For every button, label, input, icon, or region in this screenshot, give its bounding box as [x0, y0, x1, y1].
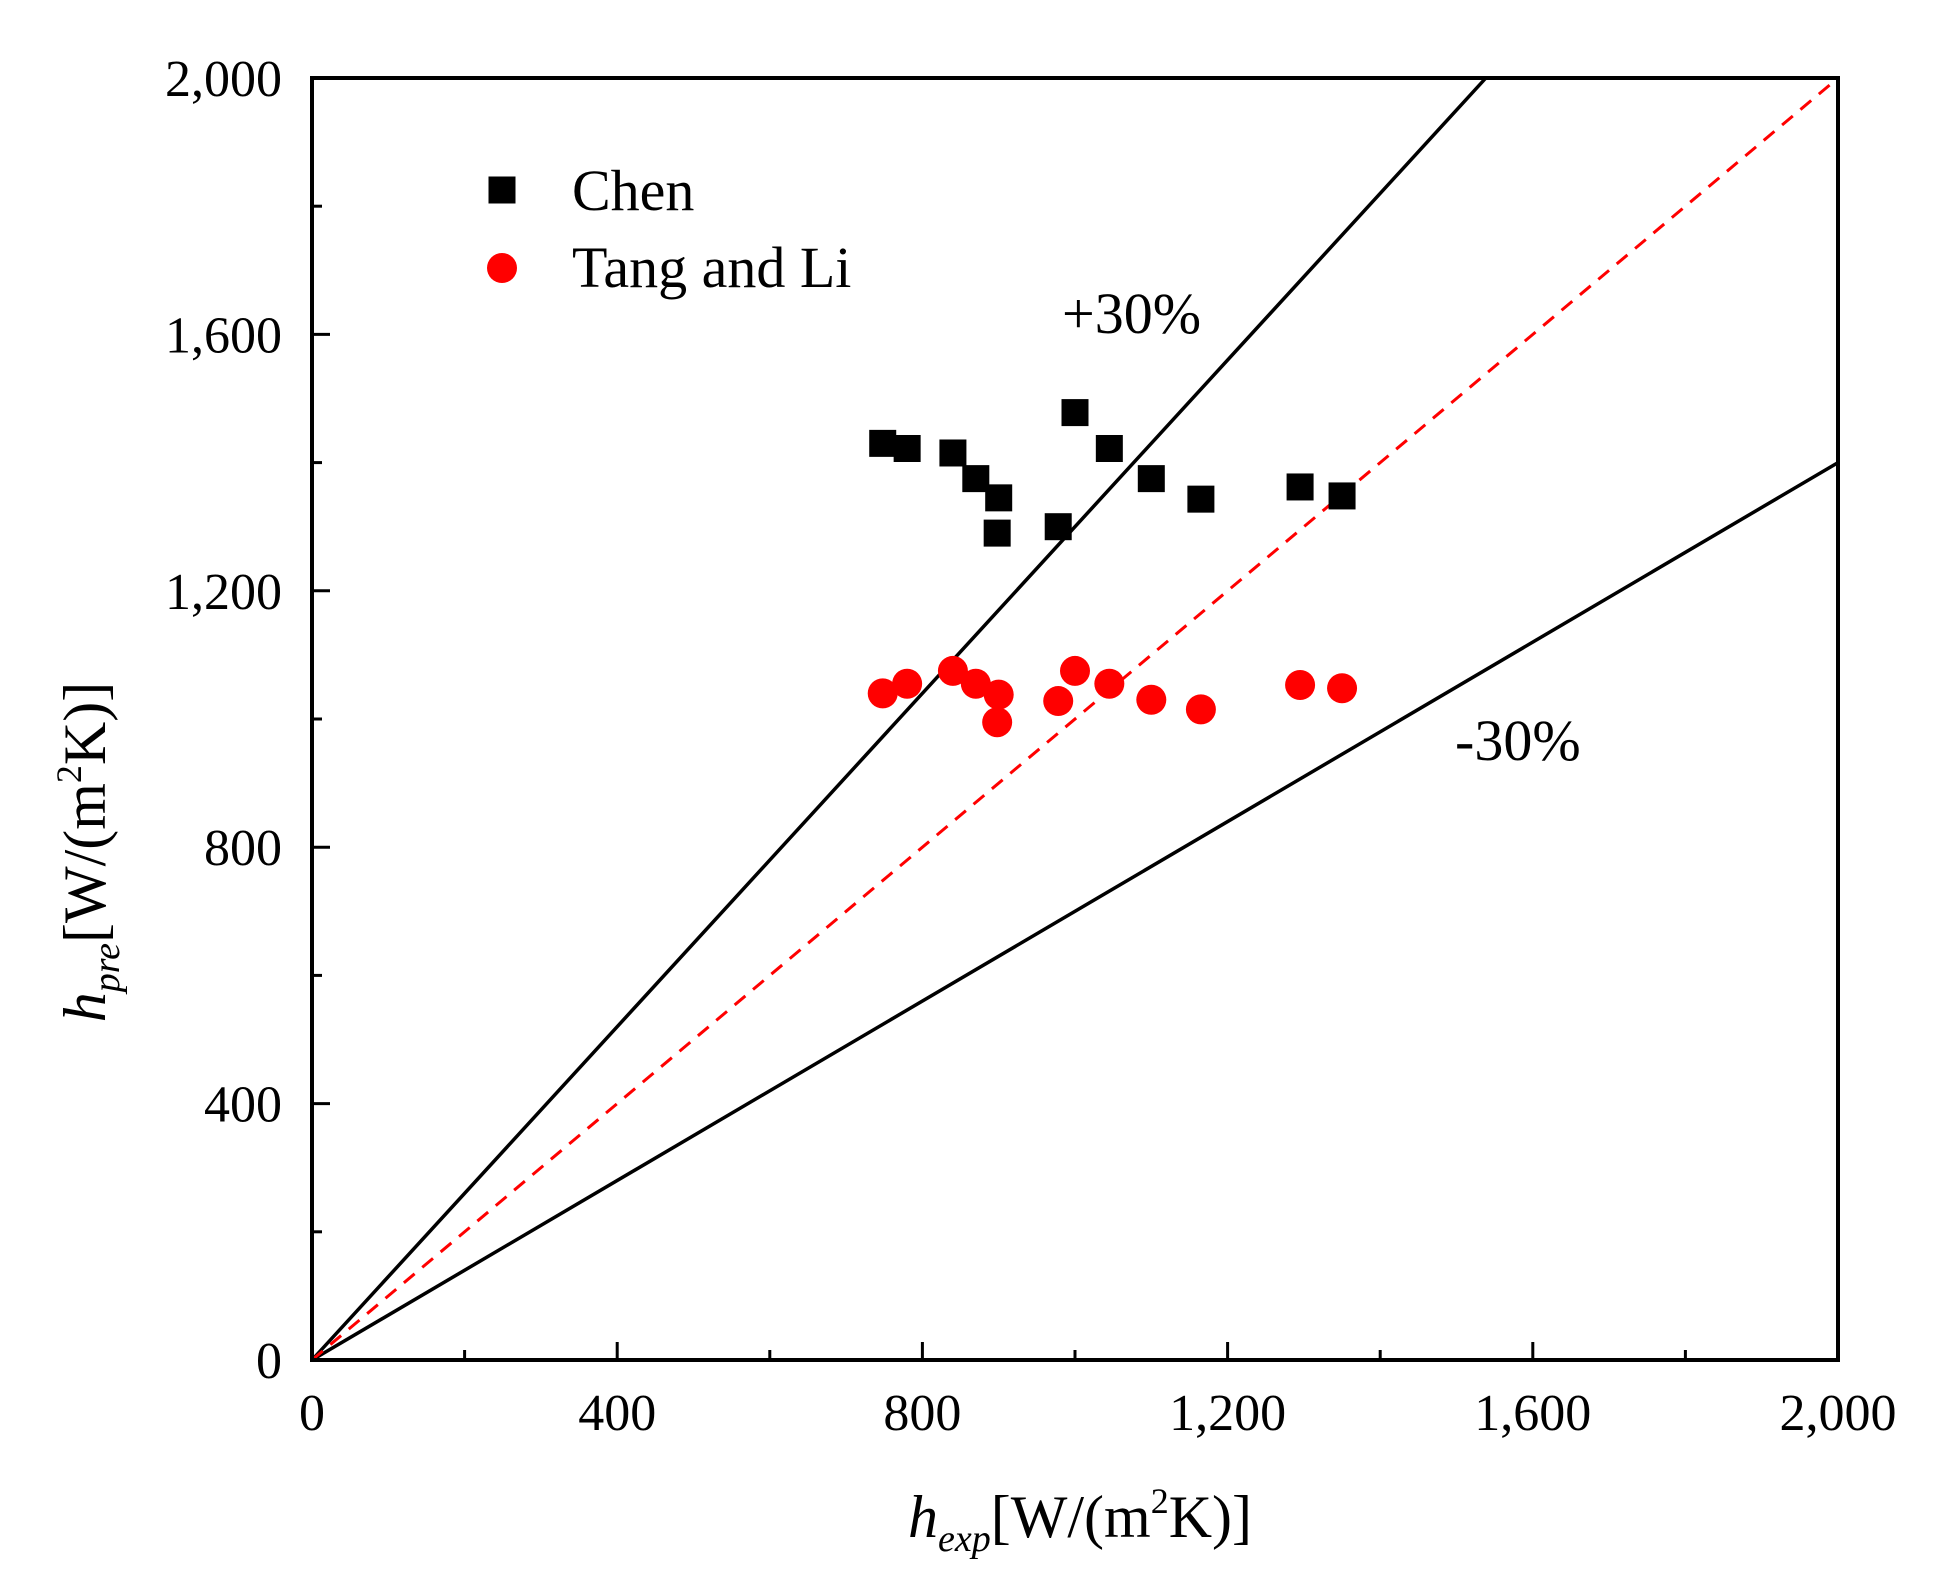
legend: Chen Tang and Li: [487, 158, 851, 300]
x-tick-label: 1,200: [1169, 1385, 1286, 1442]
point-chen: [1328, 482, 1356, 510]
point-tang-and-li: [982, 707, 1013, 738]
point-tang-and-li: [1094, 668, 1125, 699]
point-tang-and-li: [867, 678, 898, 709]
point-chen: [869, 429, 897, 457]
point-tang-and-li: [983, 679, 1014, 710]
legend-label-chen: Chen: [572, 158, 694, 223]
y-axis-label-subscript: pre: [86, 943, 128, 995]
point-chen: [1044, 513, 1072, 541]
point-chen: [1137, 465, 1165, 493]
y-tick-label: 1,600: [165, 307, 282, 364]
y-tick-label: 2,000: [165, 51, 282, 108]
point-chen: [939, 439, 967, 467]
reference-line-plus-30: [310, 76, 1488, 1362]
y-axis-label-unit-end: K)]: [52, 682, 118, 765]
point-tang-and-li: [1185, 694, 1216, 725]
x-axis-label: hexp[W/(m2K)]: [908, 1481, 1252, 1560]
x-axis-label-sup: 2: [1151, 1481, 1169, 1521]
point-tang-and-li: [937, 655, 968, 686]
x-tick-label: 800: [883, 1385, 961, 1442]
point-tang-and-li: [1060, 655, 1090, 686]
point-tang-and-li: [1285, 670, 1316, 701]
x-axis-label-unit: [W/(m: [991, 1484, 1151, 1550]
x-axis-label-unit-end: K)]: [1169, 1484, 1252, 1550]
x-axis-label-subscript: exp: [938, 1518, 991, 1560]
band-label-plus-30: +30%: [1062, 281, 1201, 346]
y-tick-label: 400: [204, 1077, 282, 1134]
band-label-minus-30: -30%: [1455, 708, 1581, 773]
point-chen: [1286, 473, 1314, 501]
point-chen: [962, 465, 990, 493]
point-chen: [1187, 485, 1215, 513]
x-tick-label: 2,000: [1780, 1385, 1897, 1442]
y-tick-label: 800: [204, 820, 282, 877]
point-tang-and-li: [1327, 673, 1358, 704]
x-axis-label-symbol: h: [908, 1484, 938, 1550]
point-tang-and-li: [1136, 684, 1167, 715]
data-points: [867, 399, 1358, 738]
y-axis-label-unit: [W/(m: [52, 783, 118, 943]
reference-line-minus-30: [311, 461, 1839, 1362]
point-chen: [1061, 399, 1089, 427]
axis-ticks: [310, 76, 1840, 1362]
legend-marker-tang-and-li: [487, 253, 517, 283]
reference-line-parity: [311, 76, 1839, 1362]
y-axis-label: hpre[W/(m2K)]: [49, 682, 128, 1022]
reference-lines: [310, 76, 1839, 1362]
y-axis-label-sup: 2: [49, 765, 89, 783]
legend-marker-chen: [488, 176, 516, 204]
point-chen: [985, 484, 1013, 512]
x-tick-label: 1,600: [1474, 1385, 1591, 1442]
point-chen: [893, 434, 921, 462]
y-axis-label-symbol: h: [52, 992, 118, 1022]
point-tang-and-li: [892, 668, 923, 699]
x-tick-label: 0: [299, 1385, 325, 1442]
y-tick-label: 1,200: [165, 564, 282, 621]
tick-labels: 0 400 800 1,200 1,600 2,000 0 400 800 1,200 1,600 2…: [165, 51, 1897, 1442]
point-tang-and-li: [960, 668, 991, 699]
y-tick-label: 0: [256, 1333, 282, 1390]
point-tang-and-li: [1043, 686, 1074, 717]
point-chen: [983, 519, 1011, 547]
point-chen: [1095, 434, 1123, 462]
x-tick-label: 400: [578, 1385, 656, 1442]
legend-label-tang-and-li: Tang and Li: [572, 235, 851, 300]
